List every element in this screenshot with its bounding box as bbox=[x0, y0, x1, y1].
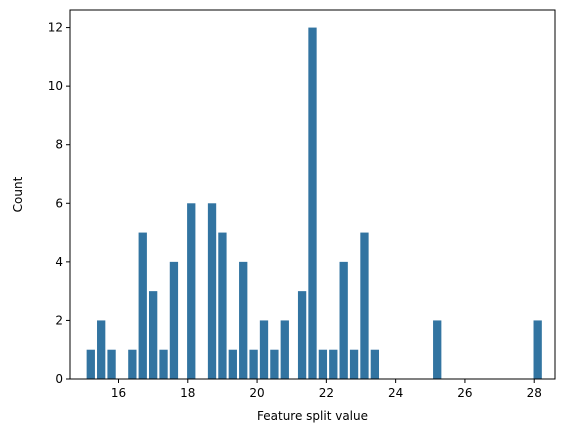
bar-17 bbox=[297, 291, 307, 379]
bar-26 bbox=[533, 320, 542, 379]
bar-13 bbox=[249, 349, 258, 379]
bar-4 bbox=[138, 232, 147, 379]
bar-25 bbox=[433, 320, 442, 379]
bar-9 bbox=[207, 203, 217, 379]
y-axis-ticks: 0 2 4 6 8 10 12 bbox=[48, 21, 70, 386]
x-tick-label: 24 bbox=[388, 386, 403, 400]
bar-21 bbox=[339, 261, 348, 379]
bar-1 bbox=[97, 320, 106, 379]
bar-24 bbox=[370, 349, 380, 379]
y-axis-label: Count bbox=[11, 176, 25, 212]
bar-15 bbox=[270, 349, 279, 379]
bar-12 bbox=[239, 261, 248, 379]
y-tick-label: 6 bbox=[55, 196, 63, 210]
bar-0 bbox=[86, 349, 95, 379]
y-tick-label: 12 bbox=[48, 21, 63, 35]
bar-8 bbox=[187, 203, 196, 379]
x-axis-label: Feature split value bbox=[257, 409, 368, 423]
bar-19 bbox=[318, 349, 328, 379]
bar-14 bbox=[259, 320, 269, 379]
x-tick-label: 20 bbox=[249, 386, 264, 400]
bar-5 bbox=[148, 291, 158, 379]
x-tick-label: 28 bbox=[527, 386, 542, 400]
y-tick-label: 2 bbox=[55, 313, 63, 327]
y-tick-label: 4 bbox=[55, 255, 63, 269]
x-tick-label: 18 bbox=[180, 386, 195, 400]
y-tick-label: 0 bbox=[55, 372, 63, 386]
bar-22 bbox=[349, 349, 359, 379]
plot-frame bbox=[69, 9, 556, 380]
x-tick-label: 26 bbox=[457, 386, 472, 400]
y-tick-label: 10 bbox=[48, 79, 63, 93]
bar-3 bbox=[128, 349, 137, 379]
y-tick-label: 8 bbox=[55, 138, 63, 152]
bar-18 bbox=[308, 27, 317, 379]
x-axis-ticks: 16 18 20 22 24 26 28 bbox=[111, 379, 542, 400]
bar-10 bbox=[218, 232, 227, 379]
bars-group bbox=[86, 27, 542, 379]
bar-20 bbox=[329, 349, 338, 379]
bar-7 bbox=[169, 261, 179, 379]
bar-16 bbox=[280, 320, 289, 379]
x-tick-label: 22 bbox=[319, 386, 334, 400]
bar-11 bbox=[228, 349, 237, 379]
bar-6 bbox=[159, 349, 168, 379]
x-tick-label: 16 bbox=[111, 386, 126, 400]
bar-2 bbox=[107, 349, 116, 379]
bar-23 bbox=[360, 232, 369, 379]
